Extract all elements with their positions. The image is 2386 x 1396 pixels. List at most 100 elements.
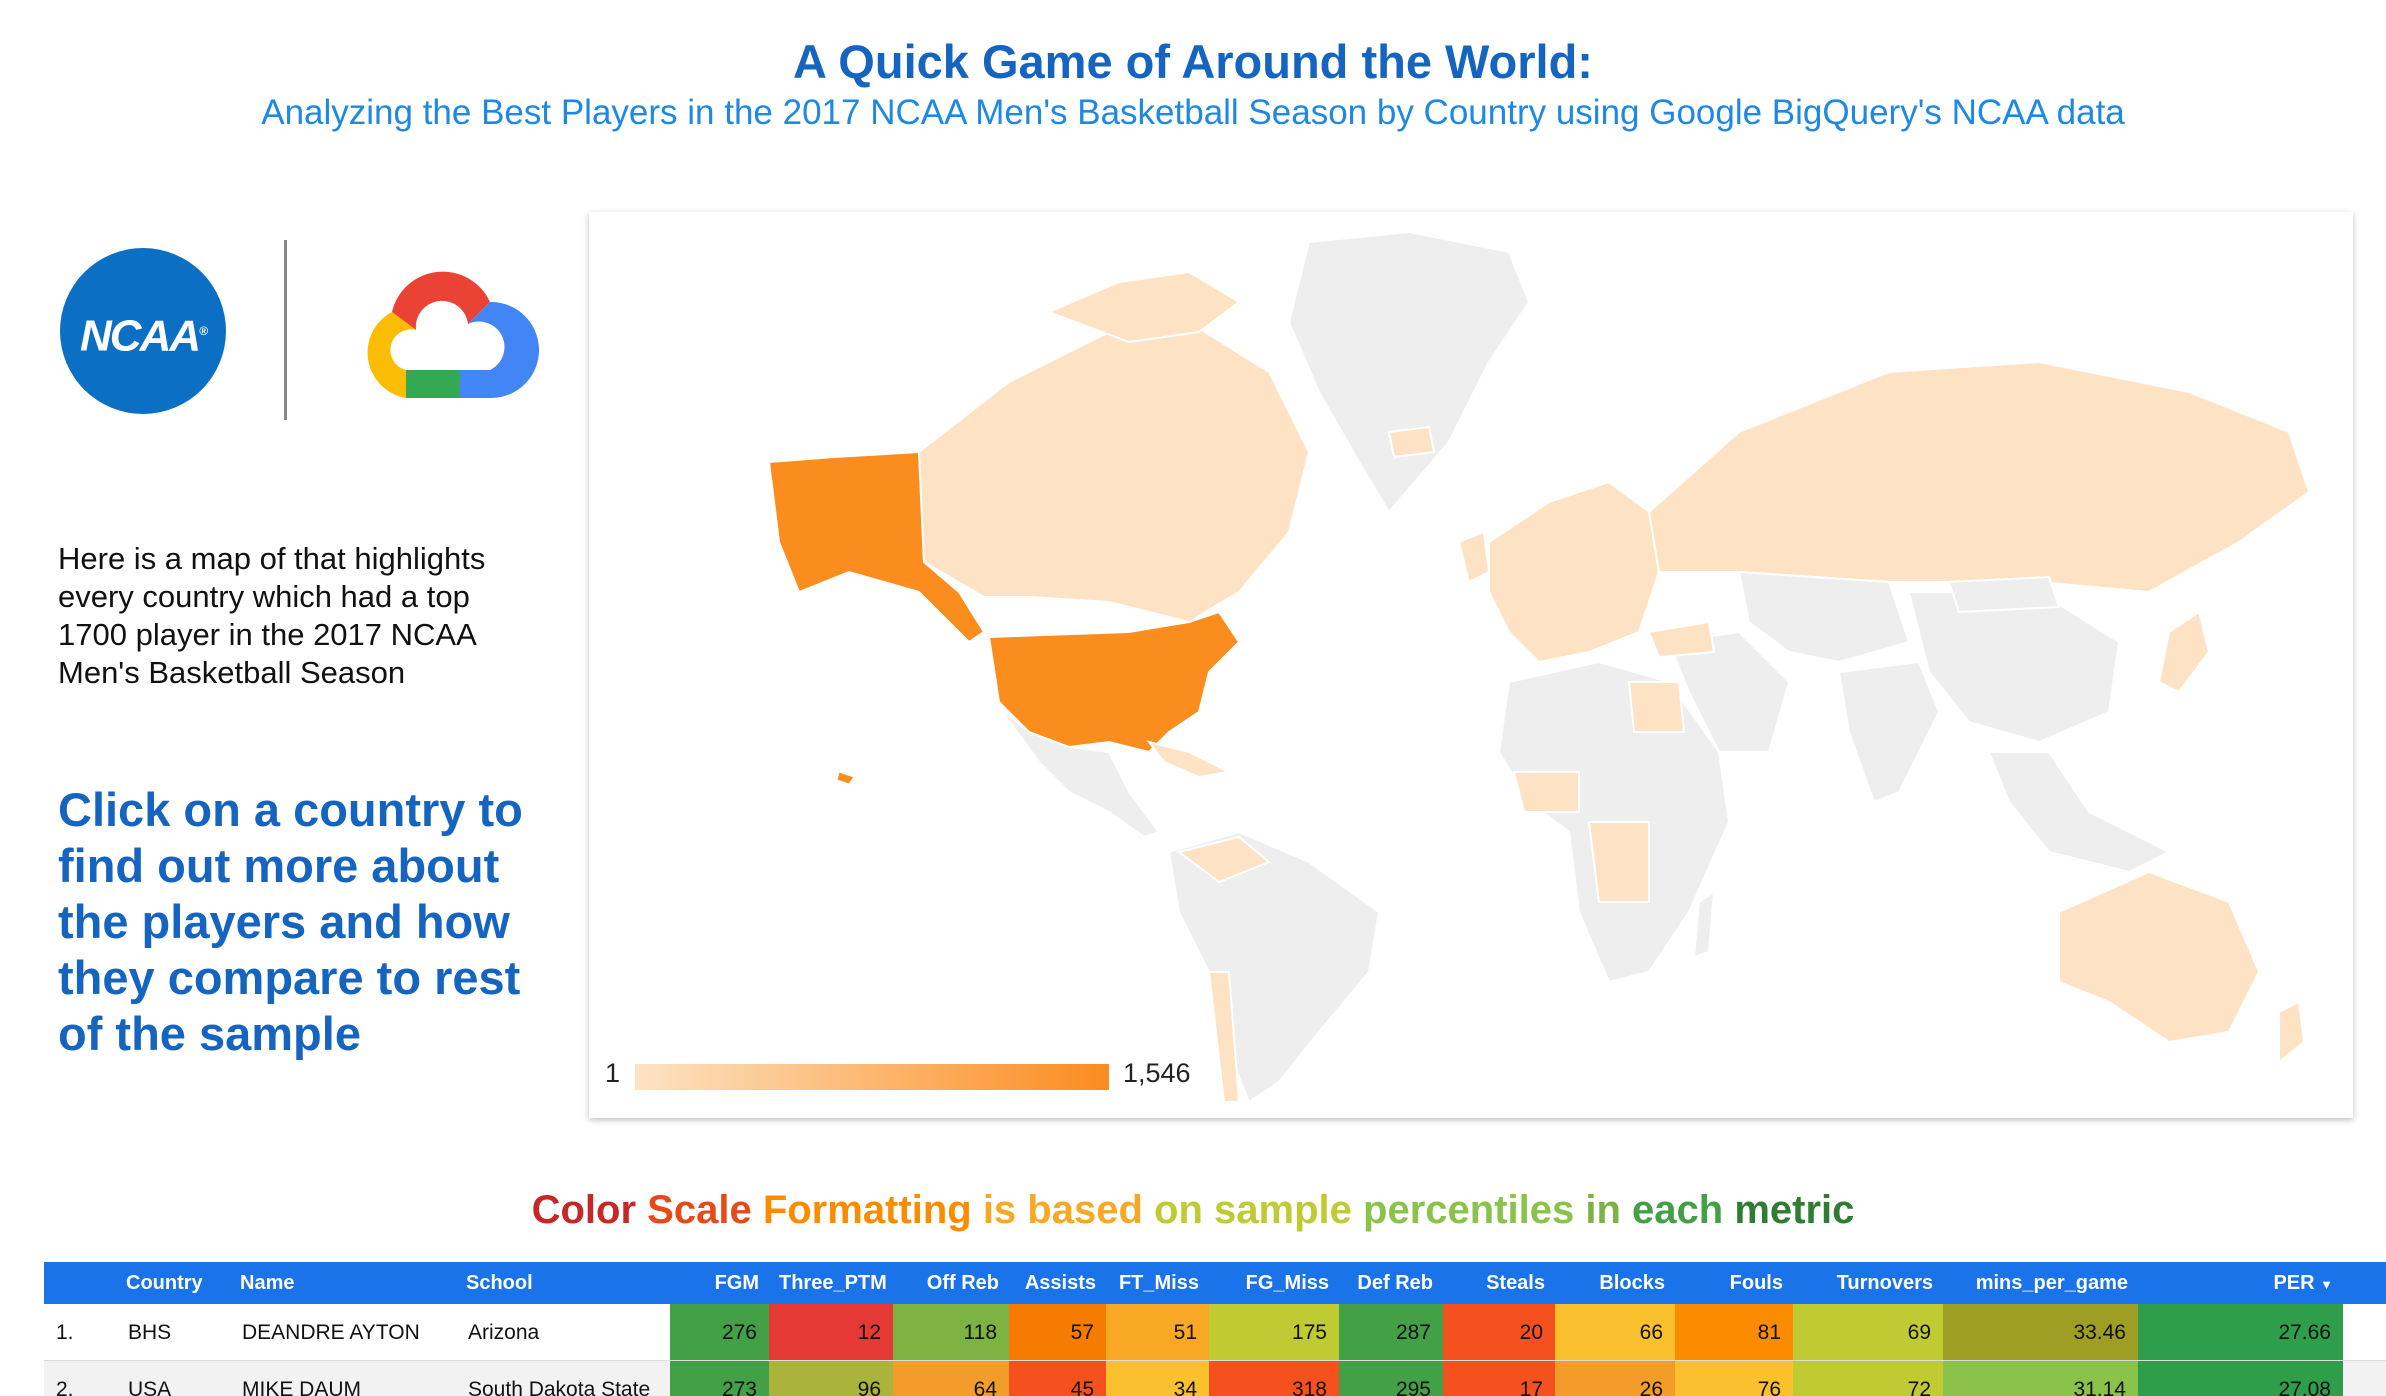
scale-title-word: on	[1154, 1188, 1203, 1232]
header-mins-per-game[interactable]: mins_per_game	[1975, 1272, 2128, 1294]
metric-cell: 118	[893, 1304, 1009, 1360]
header-country[interactable]: Country	[126, 1272, 203, 1294]
map-greenland	[1287, 230, 1531, 514]
header-ft-miss[interactable]: FT_Miss	[1118, 1272, 1199, 1294]
metric-cell: 276	[670, 1304, 769, 1360]
scale-title-word: each	[1632, 1188, 1724, 1232]
metric-cell: 81	[1675, 1304, 1793, 1360]
header-fouls[interactable]: Fouls	[1729, 1272, 1783, 1294]
metric-cell: 66	[1555, 1304, 1675, 1360]
header-rank	[44, 1262, 116, 1304]
google-cloud-icon	[367, 271, 540, 398]
table-header: Country Name School FGM Three_PTM Off Re…	[44, 1262, 2386, 1304]
metric-cell: 26	[1555, 1361, 1675, 1396]
metric-cell: 45	[1009, 1361, 1106, 1396]
world-map-card[interactable]: 1 1,546	[589, 212, 2353, 1118]
map-india	[1837, 660, 1941, 804]
header-off-reb[interactable]: Off Reb	[926, 1272, 999, 1294]
call-to-action: Click on a country to find out more abou…	[58, 783, 523, 1060]
header-steals[interactable]: Steals	[1486, 1272, 1545, 1294]
table-row[interactable]: 1. BHS DEANDRE AYTON Arizona 276 12 118 57 51 175…	[44, 1304, 2386, 1361]
ncaa-logo: NCAA®	[60, 248, 226, 414]
row-school: South Dakota State	[468, 1378, 651, 1396]
legend-min-label: 1	[605, 1058, 621, 1088]
metric-cell: 69	[1793, 1304, 1943, 1360]
metric-cell: 175	[1209, 1304, 1339, 1360]
scale-title-word: percentiles	[1363, 1188, 1575, 1232]
report-title: A Quick Game of Around the World:	[793, 35, 1593, 88]
metric-cell: 20	[1443, 1304, 1555, 1360]
metric-cell: 318	[1209, 1361, 1339, 1396]
header-assists[interactable]: Assists	[1024, 1272, 1096, 1294]
map-central-asia	[1737, 570, 1911, 664]
header-fgm[interactable]: FGM	[714, 1272, 759, 1294]
map-madagascar	[1692, 890, 1716, 959]
map-central-africa	[1587, 821, 1650, 903]
map-caribbean	[1146, 740, 1233, 779]
scale-title-word: Color	[531, 1188, 637, 1232]
map-alaska	[767, 450, 986, 644]
metric-cell: 96	[769, 1361, 893, 1396]
metric-cell: 51	[1106, 1304, 1209, 1360]
map-japan	[2157, 610, 2211, 694]
map-southeast-asia	[1987, 751, 2172, 874]
header-fg-miss[interactable]: FG_Miss	[1245, 1272, 1329, 1294]
map-russia	[1647, 360, 2311, 594]
map-egypt	[1627, 681, 1686, 733]
metric-cell: 287	[1339, 1304, 1443, 1360]
metric-cell: 295	[1339, 1361, 1443, 1396]
scale-title-word: in	[1585, 1188, 1621, 1232]
row-rank: 1.	[56, 1321, 74, 1344]
scale-title-word: Scale	[647, 1188, 752, 1232]
header-school[interactable]: School	[466, 1272, 533, 1294]
row-rank: 2.	[56, 1378, 74, 1396]
players-table[interactable]: Country Name School FGM Three_PTM Off Re…	[44, 1262, 2386, 1396]
color-scale-title: Color Scale Formatting is based on sampl…	[0, 1188, 2386, 1233]
legend-max-label: 1,546	[1123, 1058, 1191, 1088]
map-turkey	[1647, 620, 1716, 659]
metric-cell: 273	[670, 1361, 769, 1396]
ncaa-logo-text: NCAA®	[80, 311, 208, 361]
map-canada	[917, 320, 1311, 624]
metric-cell: 34	[1106, 1361, 1209, 1396]
sort-desc-icon: ▼	[2320, 1277, 2333, 1292]
map-middle-east	[1667, 630, 1791, 753]
map-china	[1907, 591, 2121, 744]
world-map[interactable]	[589, 212, 2353, 1118]
map-south-america	[1167, 830, 1381, 1104]
metric-cell: 27.08	[2138, 1361, 2343, 1396]
header-turnovers[interactable]: Turnovers	[1836, 1272, 1933, 1294]
scale-title-word: Formatting	[762, 1188, 972, 1232]
metric-cell: 72	[1793, 1361, 1943, 1396]
metric-cell: 17	[1443, 1361, 1555, 1396]
metric-cell: 12	[769, 1304, 893, 1360]
metric-cell: 76	[1675, 1361, 1793, 1396]
metric-cell: 64	[893, 1361, 1009, 1396]
metric-cell: 33.46	[1943, 1304, 2138, 1360]
map-iceland	[1387, 425, 1436, 459]
row-country: USA	[128, 1378, 172, 1396]
map-arctic-islands	[1046, 270, 1241, 344]
row-country: BHS	[128, 1321, 172, 1344]
map-description: Here is a map of that highlights every c…	[58, 541, 486, 690]
map-mexico	[998, 706, 1161, 839]
legend-color-bar	[635, 1064, 1109, 1090]
map-europe	[1488, 480, 1661, 664]
map-hawaii	[836, 771, 855, 785]
map-new-zealand	[2278, 1000, 2306, 1065]
map-mongolia	[1947, 575, 2061, 614]
header-def-reb[interactable]: Def Reb	[1357, 1272, 1433, 1294]
map-uk	[1457, 530, 1491, 584]
scale-title-word: sample	[1214, 1188, 1352, 1232]
header-per[interactable]: PER ▼	[2273, 1272, 2333, 1294]
scale-title-word: metric	[1734, 1188, 1855, 1232]
header-three-ptm[interactable]: Three_PTM	[779, 1272, 887, 1294]
row-player-name: MIKE DAUM	[242, 1378, 362, 1396]
metric-cell: 27.66	[2138, 1304, 2343, 1360]
map-venezuela	[1176, 835, 1271, 884]
header-blocks[interactable]: Blocks	[1599, 1272, 1665, 1294]
table-row[interactable]: 2. USA MIKE DAUM South Dakota State 273 96 64 4…	[44, 1361, 2386, 1396]
row-player-name: DEANDRE AYTON	[242, 1321, 420, 1344]
header-name[interactable]: Name	[240, 1272, 295, 1294]
map-chile	[1207, 971, 1241, 1103]
